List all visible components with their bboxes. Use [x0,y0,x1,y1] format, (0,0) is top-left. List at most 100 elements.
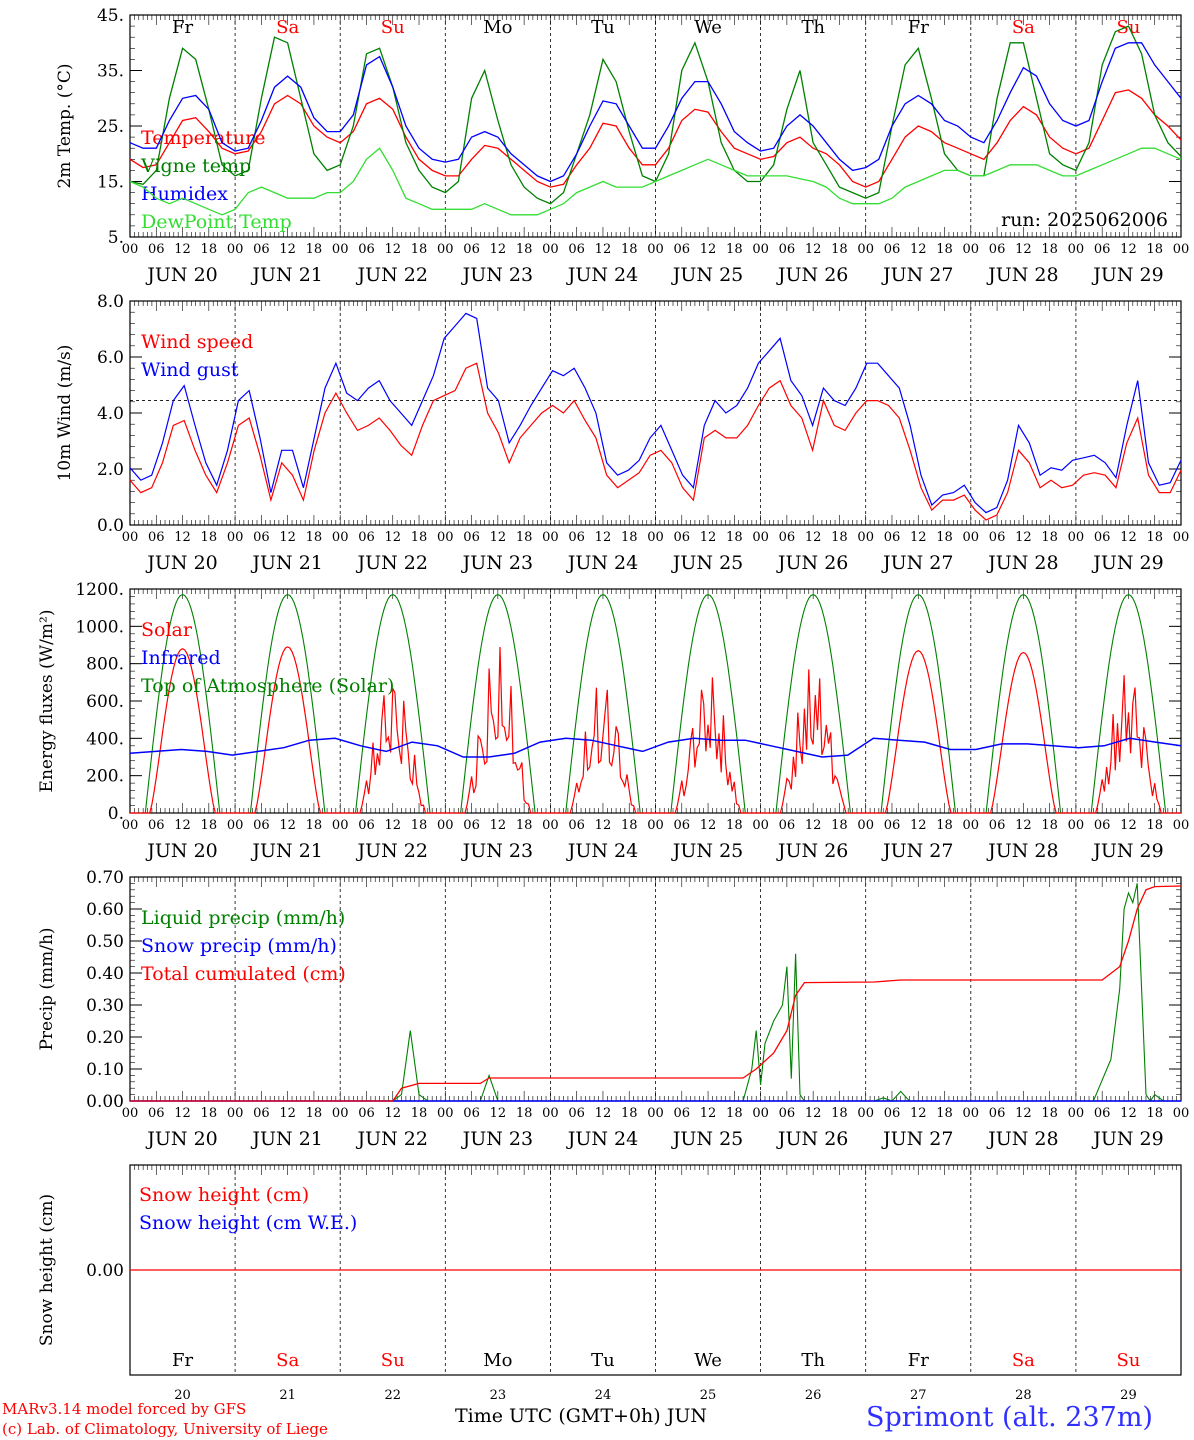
hour-tick-label: 00 [1173,818,1190,833]
hour-tick-label: 06 [1094,818,1111,833]
legend-entry: Temperature [141,127,265,149]
date-label: JUN 27 [881,1128,953,1150]
hour-tick-label: 06 [253,1106,270,1121]
y-tick-label: 0.30 [86,996,124,1016]
hour-tick-label: 12 [1015,1106,1032,1121]
day-name: Tu [591,17,615,38]
date-label: JUN 23 [461,552,533,574]
series-line-liquid-precip [130,883,1181,1102]
hour-tick-label: 12 [1120,818,1137,833]
hour-tick-label: 12 [384,242,401,257]
hour-tick-label: 00 [963,818,980,833]
date-number: 26 [805,1388,822,1403]
hour-tick-label: 06 [779,1106,796,1121]
hour-tick-label: 00 [647,242,664,257]
y-axis-title: Energy fluxes (W/m²) [37,610,57,793]
hour-tick-label: 18 [831,530,848,545]
hour-tick-label: 12 [910,242,927,257]
date-label: JUN 29 [1091,1128,1163,1150]
hour-tick-label: 12 [1015,530,1032,545]
run-label: run: 2025062006 [1001,209,1168,231]
day-name: Th [801,17,825,38]
series-line-wind-speed [129,362,1182,521]
hour-tick-label: 12 [1120,530,1137,545]
date-number: 22 [384,1388,401,1403]
hour-tick-label: 12 [174,530,191,545]
hour-tick-label: 06 [253,242,270,257]
day-name: Su [381,1350,405,1371]
date-label: JUN 27 [881,840,953,862]
date-label: JUN 27 [881,264,953,286]
hour-tick-label: 12 [700,818,717,833]
hour-tick-label: 06 [884,530,901,545]
hour-tick-label: 18 [516,242,533,257]
date-label: JUN 22 [356,1128,428,1150]
day-name: Fr [908,17,929,38]
hour-tick-label: 00 [122,1106,139,1121]
hour-tick-label: 18 [726,1106,743,1121]
legend-entry: Top of Atmosphere (Solar) [141,675,394,697]
hour-tick-label: 18 [726,242,743,257]
date-label: JUN 22 [356,840,428,862]
hour-tick-label: 18 [411,242,428,257]
date-label: JUN 26 [776,840,848,862]
date-label: JUN 21 [250,840,322,862]
panel-frame [129,300,1182,526]
hour-tick-label: 00 [227,1106,244,1121]
y-axis-title: 10m Wind (m/s) [55,345,75,482]
hour-tick-label: 06 [148,242,165,257]
y-tick-label: 0.00 [86,1092,124,1112]
legend-entry: Snow height (cm) [139,1184,309,1206]
date-label: JUN 24 [566,552,638,574]
hour-tick-label: 12 [384,1106,401,1121]
hour-tick-label: 06 [463,818,480,833]
y-tick-label: 35. [97,62,124,82]
y-tick-label: 0.10 [86,1060,124,1080]
legend-entry: Wind gust [141,359,239,381]
y-tick-label: 1000. [75,617,124,637]
hour-tick-label: 12 [490,1106,507,1121]
hour-tick-label: 18 [831,818,848,833]
hour-tick-label: 06 [253,530,270,545]
date-label: JUN 24 [566,264,638,286]
hour-tick-label: 12 [279,242,296,257]
hour-tick-label: 06 [1094,1106,1111,1121]
date-label: JUN 21 [250,552,322,574]
y-tick-label: 800. [86,655,124,675]
hour-tick-label: 00 [1068,1106,1085,1121]
hour-tick-label: 18 [621,818,638,833]
hour-tick-label: 06 [989,242,1006,257]
date-label: JUN 20 [145,1128,217,1150]
day-name: Sa [1012,1350,1035,1371]
month-label: JUN [666,1405,708,1427]
hour-tick-label: 06 [1094,530,1111,545]
hour-tick-label: 18 [1041,818,1058,833]
hour-tick-label: 12 [910,530,927,545]
y-tick-label: 8.0 [97,292,124,312]
day-name: Sa [276,17,299,38]
hour-tick-label: 06 [568,530,585,545]
hour-tick-label: 06 [463,1106,480,1121]
model-credit: MARv3.14 model forced by GFS [2,1400,247,1418]
hour-tick-label: 12 [1120,1106,1137,1121]
hour-tick-label: 18 [411,530,428,545]
hour-tick-label: 06 [779,818,796,833]
date-number: 21 [279,1388,296,1403]
day-name: Fr [908,1350,929,1371]
hour-tick-label: 18 [306,530,323,545]
y-axis-title: Snow height (cm) [37,1194,57,1346]
hour-tick-label: 00 [647,1106,664,1121]
hour-tick-label: 12 [700,242,717,257]
hour-tick-label: 12 [700,1106,717,1121]
hour-tick-label: 12 [1120,242,1137,257]
date-number: 29 [1120,1388,1137,1403]
y-tick-label: 0.20 [86,1028,124,1048]
hour-tick-label: 18 [621,530,638,545]
hour-tick-label: 12 [1015,242,1032,257]
hour-tick-label: 00 [752,1106,769,1121]
hour-tick-label: 12 [595,530,612,545]
hour-tick-label: 18 [516,818,533,833]
hour-tick-label: 12 [490,818,507,833]
hour-tick-label: 12 [279,818,296,833]
